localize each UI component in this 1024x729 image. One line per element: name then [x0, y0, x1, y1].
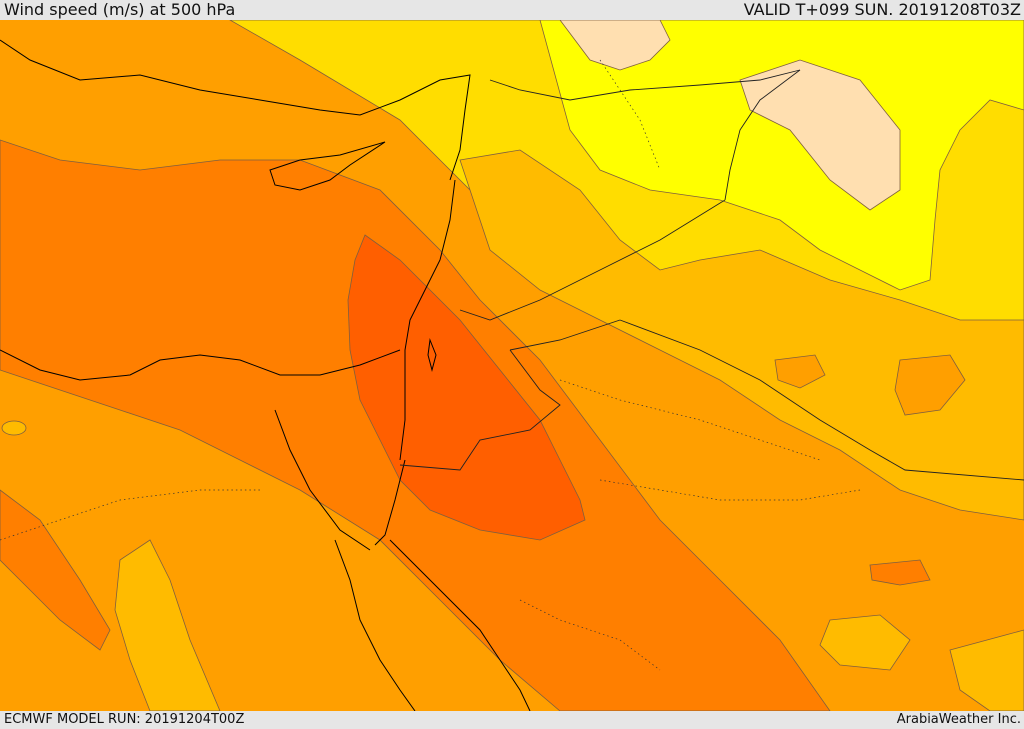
- wind-speed-map[interactable]: [0, 20, 1024, 711]
- field-amber-dot-w: [1, 420, 27, 436]
- footer-bar: ECMWF MODEL RUN: 20191204T00Z ArabiaWeat…: [0, 711, 1024, 729]
- field-deep-orange-blob-e: [894, 354, 966, 416]
- map-title: Wind speed (m/s) at 500 hPa: [4, 0, 236, 19]
- border-iraq-saudi: [619, 319, 1024, 481]
- coast-levant: [399, 179, 456, 461]
- admin-line-5: [599, 59, 661, 171]
- border-iraq-iran: [724, 69, 801, 201]
- admin-line-3: [599, 479, 861, 501]
- admin-boundaries: [0, 59, 861, 671]
- coast-cyprus: [269, 141, 386, 191]
- coastlines: [0, 39, 531, 711]
- coast-red-sea-west: [334, 539, 416, 711]
- coast-egypt-north: [0, 349, 401, 381]
- header-bar: Wind speed (m/s) at 500 hPa VALID T+099 …: [0, 0, 1024, 20]
- valid-time-label: VALID T+099 SUN. 20191208T03Z: [743, 0, 1021, 19]
- field-amber-pocket-ne: [949, 629, 1024, 711]
- border-jordan-south: [399, 349, 561, 471]
- admin-line-1: [0, 489, 260, 541]
- coast-dead-sea: [427, 338, 437, 372]
- political-borders: [399, 69, 1024, 481]
- credit-label: ArabiaWeather Inc.: [896, 712, 1021, 727]
- border-jordan-saudi: [459, 199, 726, 321]
- field-peach-patch-east: [739, 59, 901, 211]
- field-red-orange-core: [347, 234, 586, 541]
- field-peach-patch: [559, 20, 671, 71]
- field-amber-band: [459, 149, 1024, 521]
- coast-red-sea-east: [389, 539, 531, 711]
- border-syria-iraq: [489, 69, 801, 101]
- field-amber-pocket-se: [819, 614, 911, 671]
- border-jordan-iraq: [509, 319, 621, 351]
- field-amber-pocket-sw: [114, 539, 221, 711]
- coast-gulf-suez: [274, 409, 371, 551]
- admin-line-2: [559, 379, 821, 461]
- model-run-label: ECMWF MODEL RUN: 20191204T00Z: [4, 712, 245, 727]
- coast-turkey-south: [0, 39, 471, 181]
- field-deep-orange-blob-se: [869, 559, 931, 586]
- field-deep-orange-sw: [0, 489, 111, 651]
- coast-gulf-aqaba: [374, 459, 406, 546]
- field-deep-orange-blob-mid: [774, 354, 826, 389]
